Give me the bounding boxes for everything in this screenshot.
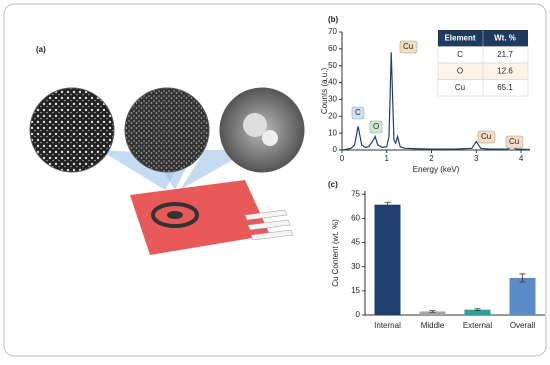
annotation-box — [369, 120, 383, 134]
bar — [464, 309, 491, 315]
y-tick-label: 30 — [328, 95, 337, 104]
x-tick-label: 2 — [429, 154, 434, 163]
table-cell: 12.6 — [497, 66, 513, 75]
error-bar — [474, 308, 481, 312]
x-tick-label: 1 — [385, 154, 390, 163]
error-bar — [519, 273, 526, 283]
illustration — [29, 87, 305, 255]
annotation: Cu — [403, 42, 413, 51]
y-tick-label: 10 — [328, 128, 337, 137]
frame — [3, 3, 547, 357]
annotation-box — [477, 130, 496, 144]
y-tick-label: 45 — [351, 238, 360, 247]
y-tick-label: 40 — [328, 78, 337, 87]
annotation: C — [355, 108, 361, 117]
y-tick-label: 0 — [333, 145, 338, 154]
y-tick-label: 15 — [351, 286, 360, 295]
spectrum-line — [341, 52, 531, 151]
panel-label: (b) — [328, 15, 339, 24]
x-tick-label: Middle — [421, 321, 445, 330]
y-tick-label: 75 — [351, 189, 360, 198]
error-bar — [429, 310, 436, 313]
table-cell: 21.7 — [497, 50, 513, 59]
annotation-box — [399, 40, 418, 54]
annotation: Cu — [509, 137, 519, 146]
x-tick-label: Overall — [510, 321, 536, 330]
y-tick-label: 0 — [356, 310, 361, 319]
x-tick-label: External — [463, 321, 493, 330]
y-tick-label: 50 — [328, 61, 337, 70]
table-cell: Cu — [455, 83, 465, 92]
panel-label: (c) — [328, 180, 338, 189]
annotation: Cu — [481, 132, 491, 141]
error-bar — [384, 201, 391, 208]
x-tick-label: Internal — [374, 321, 401, 330]
annotation-box — [505, 135, 524, 149]
table-cell: C — [457, 50, 463, 59]
y-tick-label: 60 — [328, 44, 337, 53]
y-axis-label: Counts (a.u.) — [320, 68, 329, 115]
y-axis-label: Cu Content (wt. %) — [331, 219, 340, 287]
table-header: Wt. % — [494, 33, 516, 42]
table-cell: O — [457, 66, 463, 75]
y-tick-label: 70 — [328, 27, 337, 36]
x-axis-label: Energy (keV) — [413, 165, 460, 174]
table-cell: 65.1 — [497, 83, 513, 92]
annotation-box — [351, 106, 365, 120]
x-tick-label: 3 — [474, 154, 479, 163]
panel-label: (a) — [36, 45, 46, 54]
y-tick-label: 20 — [328, 111, 337, 120]
table-header: Element — [444, 33, 475, 42]
x-tick-label: 0 — [340, 154, 345, 163]
annotation: O — [373, 122, 379, 131]
x-tick-label: 4 — [519, 154, 524, 163]
bar — [374, 204, 401, 315]
y-tick-label: 60 — [351, 213, 360, 222]
bar — [419, 311, 446, 315]
y-tick-label: 30 — [351, 262, 360, 271]
bar — [509, 277, 536, 315]
